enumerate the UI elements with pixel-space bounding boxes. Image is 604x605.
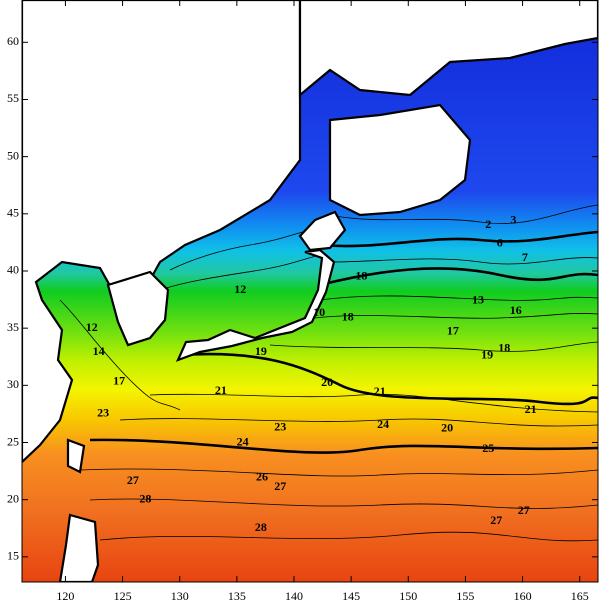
hokkaido	[298, 210, 347, 252]
contour-label: 17	[447, 323, 459, 337]
taiwan	[66, 438, 86, 474]
contour-label: 27	[518, 503, 530, 517]
x-tick-label: 125	[114, 589, 132, 603]
contour-label: 19	[255, 344, 267, 358]
sst-field: 2 367181316171818191012192021212120242324…	[22, 0, 598, 582]
contour-label: 16	[510, 303, 522, 317]
x-tick-label: 140	[285, 589, 303, 603]
contour-label: 24	[377, 417, 389, 431]
x-tick-label: 150	[399, 589, 417, 603]
contour-label: 7	[522, 250, 528, 264]
contour-label: 26	[256, 470, 268, 484]
contour-label: 12	[234, 282, 246, 296]
x-tick-label: 160	[514, 589, 532, 603]
y-tick-label: 50	[7, 148, 19, 162]
contour-label: 6	[497, 235, 503, 249]
contour-label: 27	[127, 473, 139, 487]
x-tick-label: 120	[56, 589, 74, 603]
x-tick-label: 145	[342, 589, 360, 603]
contour-label: 10	[313, 305, 325, 319]
y-tick-label: 55	[7, 91, 19, 105]
contour-label: 27	[274, 479, 286, 493]
contour-label: 17	[113, 374, 125, 388]
contour-label: 18	[342, 310, 354, 324]
contour-label: 3	[510, 212, 516, 226]
y-tick-label: 60	[7, 34, 19, 48]
contour-label: 18	[498, 340, 510, 354]
y-tick-label: 30	[7, 377, 19, 391]
contour-label: 21	[374, 384, 386, 398]
contour-label: 23	[97, 406, 109, 420]
honshu	[175, 248, 336, 362]
contour-label: 13	[472, 292, 484, 306]
contour-label: 12	[86, 320, 98, 334]
isotherms	[59, 204, 598, 542]
contour-label: 23	[274, 419, 286, 433]
contour-label: 27	[490, 513, 502, 527]
korea	[106, 270, 170, 347]
contour-label: 18	[355, 268, 367, 282]
x-tick-label: 165	[571, 589, 589, 603]
y-tick-label: 15	[7, 549, 19, 563]
y-tick-label: 25	[7, 434, 19, 448]
y-tick-label: 35	[7, 320, 19, 334]
contour-label: 24	[237, 434, 249, 448]
contour-label: 21	[215, 383, 227, 397]
okhotsk-land	[328, 103, 472, 217]
contour-label: 19	[481, 347, 493, 361]
contour-label: 25	[482, 441, 494, 455]
x-tick-label: 135	[228, 589, 246, 603]
contour-label: 14	[93, 344, 105, 358]
frame	[21, 0, 599, 583]
y-tick-label: 40	[7, 263, 19, 277]
contour-labels: 2 367181316171818191012192021212120242324…	[86, 212, 537, 534]
y-tick-label: 45	[7, 206, 19, 220]
x-tick-label: 155	[456, 589, 474, 603]
contour-label: 2	[485, 217, 491, 231]
luzon	[58, 513, 100, 582]
y-tick-label: 20	[7, 491, 19, 505]
contour-label: 28	[139, 491, 151, 505]
x-tick-label: 130	[171, 589, 189, 603]
north-land	[298, 0, 598, 98]
contour-label: 21	[525, 402, 537, 416]
contour-label: 20	[441, 421, 453, 435]
contour-label: 20	[321, 375, 333, 389]
axes: 120 125 130 135 140 145 150 155 160 1651520253035…	[7, 0, 598, 603]
contour-label: 28	[255, 520, 267, 534]
